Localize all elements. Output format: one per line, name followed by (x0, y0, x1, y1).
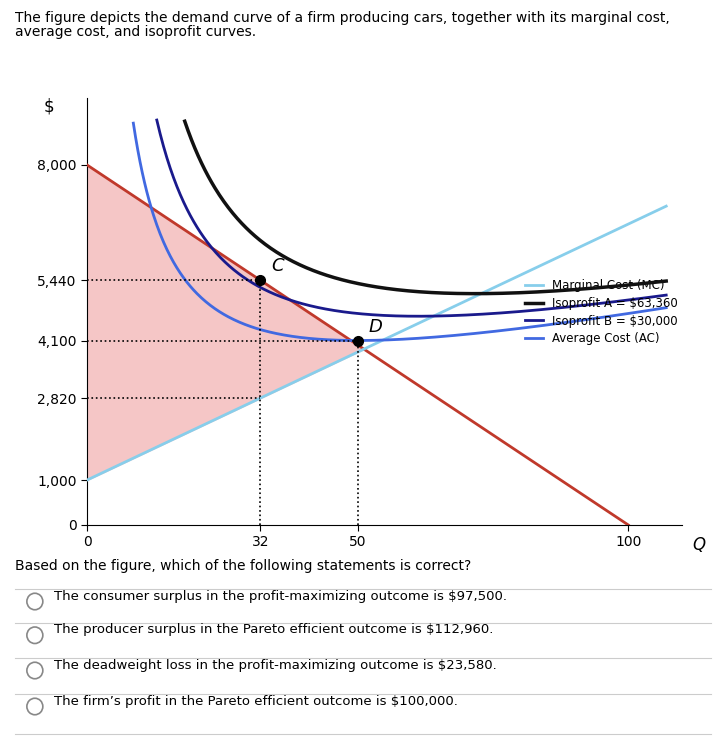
Text: The producer surplus in the Pareto efficient outcome is $112,960.: The producer surplus in the Pareto effic… (54, 623, 494, 637)
Text: The firm’s profit in the Pareto efficient outcome is $100,000.: The firm’s profit in the Pareto efficien… (54, 694, 458, 708)
Text: C: C (271, 257, 284, 275)
Text: D: D (369, 317, 383, 335)
Text: The consumer surplus in the profit-maximizing outcome is $97,500.: The consumer surplus in the profit-maxim… (54, 590, 507, 603)
Text: Based on the figure, which of the following statements is correct?: Based on the figure, which of the follow… (15, 559, 470, 573)
Legend: Marginal Cost (MC), Isoprofit A = $63,360, Isoprofit B = $30,000, Average Cost (: Marginal Cost (MC), Isoprofit A = $63,36… (520, 274, 682, 350)
Text: average cost, and isoprofit curves.: average cost, and isoprofit curves. (15, 25, 256, 39)
Text: $: $ (44, 98, 54, 116)
Text: The deadweight loss in the profit-maximizing outcome is $23,580.: The deadweight loss in the profit-maximi… (54, 658, 497, 672)
Text: Q: Q (692, 536, 705, 554)
Text: The figure depicts the demand curve of a firm producing cars, together with its : The figure depicts the demand curve of a… (15, 11, 669, 26)
